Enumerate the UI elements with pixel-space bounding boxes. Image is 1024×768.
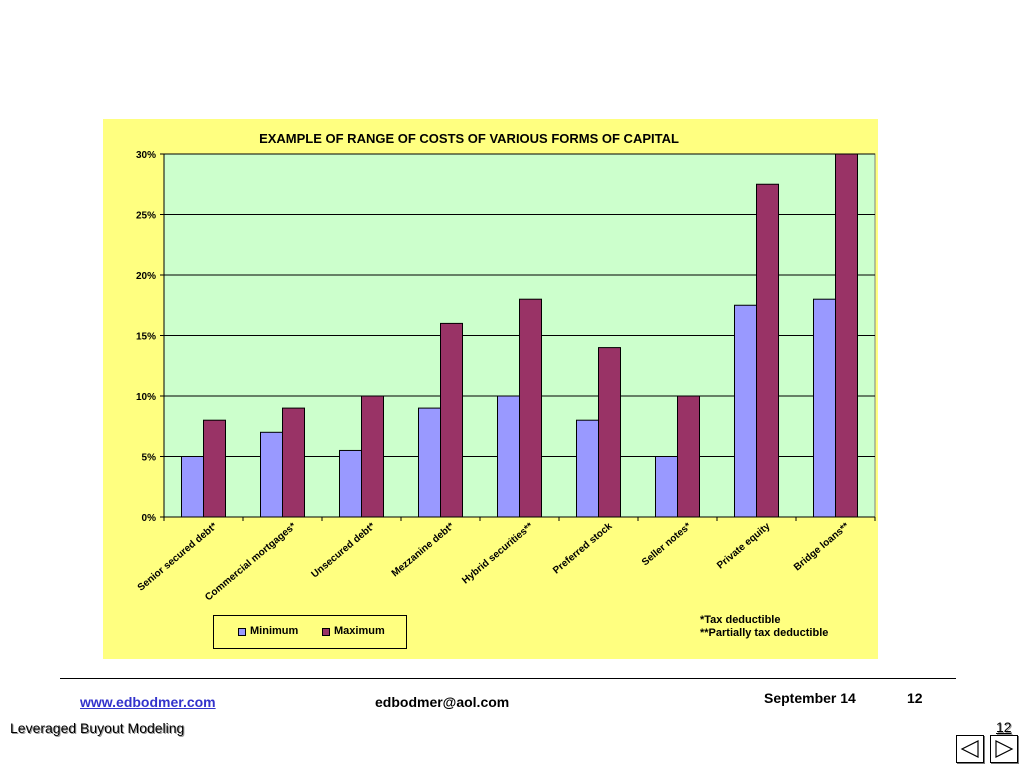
website-link[interactable]: www.edbodmer.com <box>80 694 216 710</box>
legend-swatch-minimum <box>238 628 246 636</box>
previous-slide-button[interactable] <box>956 735 984 763</box>
bar-maximum-1 <box>203 419 226 518</box>
chart-notes: *Tax deductible **Partially tax deductib… <box>700 614 828 640</box>
bar-minimum-6 <box>576 419 599 518</box>
y-tick-label: 25% <box>136 211 156 222</box>
x-category-label: Bridge loans** <box>792 521 852 573</box>
chart-panel: EXAMPLE OF RANGE OF COSTS OF VARIOUS FOR… <box>103 119 878 659</box>
y-tick-label: 20% <box>136 271 156 282</box>
x-category-label: Seller notes* <box>640 521 694 568</box>
slide-number-link[interactable]: 12 <box>996 719 1012 735</box>
footer-divider <box>60 678 956 679</box>
y-tick-label: 10% <box>136 392 156 403</box>
x-category-label: Senior secured debt* <box>136 521 220 594</box>
bar-minimum-9 <box>813 298 836 518</box>
bar-minimum-5 <box>497 395 520 518</box>
bar-maximum-4 <box>440 322 463 518</box>
triangle-right-icon <box>995 740 1014 758</box>
bar-maximum-3 <box>361 395 384 518</box>
y-tick-label: 5% <box>142 453 157 464</box>
next-slide-button[interactable] <box>990 735 1018 763</box>
footer-page-number: 12 <box>907 690 923 706</box>
bar-chart: EXAMPLE OF RANGE OF COSTS OF VARIOUS FOR… <box>136 131 876 603</box>
bar-minimum-2 <box>260 431 283 518</box>
bar-minimum-8 <box>734 304 757 518</box>
legend-swatch-maximum <box>322 628 330 636</box>
note-tax-deductible: *Tax deductible <box>700 614 781 626</box>
chart-legend: Minimum Maximum <box>213 615 407 649</box>
footer-email: edbodmer@aol.com <box>375 694 510 710</box>
bar-minimum-7 <box>655 456 678 518</box>
y-tick-label: 0% <box>142 513 157 524</box>
note-partially-tax-deductible: **Partially tax deductible <box>700 627 829 639</box>
x-category-label: Hybrid securities** <box>460 521 535 587</box>
legend-label-maximum: Maximum <box>334 625 385 637</box>
chart-title: EXAMPLE OF RANGE OF COSTS OF VARIOUS FOR… <box>259 131 679 146</box>
x-category-label: Commercial mortgages* <box>203 521 298 603</box>
x-category-label: Preferred stock <box>551 521 615 577</box>
bar-minimum-3 <box>339 449 362 518</box>
x-category-label: Mezzanine debt* <box>390 521 457 579</box>
footer-date: September 14 <box>764 690 856 706</box>
presentation-title: Leveraged Buyout Modeling <box>10 720 185 736</box>
triangle-left-icon <box>960 740 979 758</box>
bar-minimum-4 <box>418 407 441 518</box>
bar-maximum-9 <box>835 153 858 518</box>
bar-maximum-6 <box>598 347 621 518</box>
bar-maximum-8 <box>756 183 779 518</box>
bar-maximum-2 <box>282 407 305 518</box>
x-category-label: Private equity <box>715 521 773 572</box>
legend-label-minimum: Minimum <box>250 625 299 637</box>
y-tick-label: 15% <box>136 332 156 343</box>
y-tick-label: 30% <box>136 150 156 161</box>
bar-maximum-7 <box>677 395 700 518</box>
x-category-label: Unsecured debt* <box>309 521 377 581</box>
bar-minimum-1 <box>181 456 204 518</box>
bar-maximum-5 <box>519 298 542 518</box>
